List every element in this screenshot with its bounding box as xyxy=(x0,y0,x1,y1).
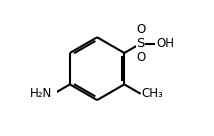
Text: OH: OH xyxy=(156,37,174,50)
Text: S: S xyxy=(137,37,145,50)
Text: O: O xyxy=(136,23,145,36)
Text: O: O xyxy=(136,51,145,64)
Text: H₂N: H₂N xyxy=(30,87,52,100)
Text: CH₃: CH₃ xyxy=(142,87,163,100)
